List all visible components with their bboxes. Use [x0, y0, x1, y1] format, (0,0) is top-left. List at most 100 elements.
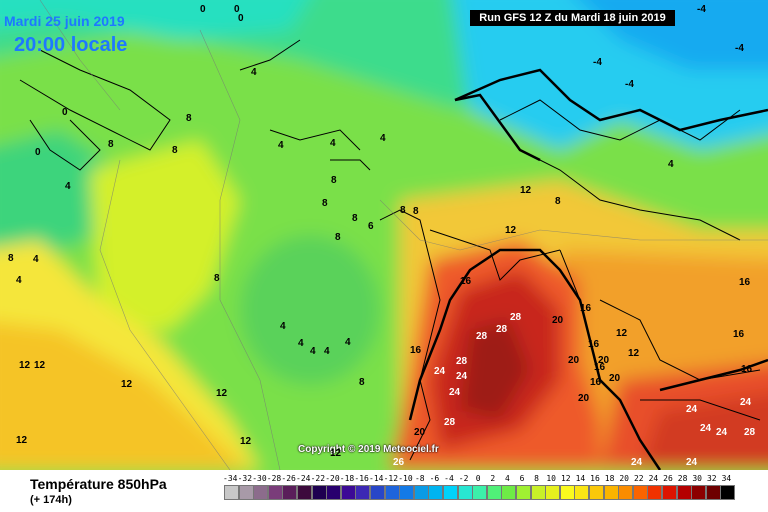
scale-tick-label: -12 — [383, 474, 399, 483]
isotherm-value-label: 16 — [590, 377, 602, 388]
isotherm-value-label: 28 — [744, 427, 756, 438]
scale-tick-label: 10 — [546, 474, 556, 483]
scale-swatch — [340, 485, 356, 500]
copyright-notice: Copyright © 2019 Meteociel.fr — [298, 444, 439, 455]
isotherm-value-label: 8 — [352, 213, 358, 224]
isotherm-value-label: 12 — [19, 360, 31, 371]
scale-tick-label: 2 — [490, 474, 496, 483]
isotherm-value-label: 12 — [121, 379, 133, 390]
scale-swatch — [457, 485, 473, 500]
scale-tick-label: 22 — [633, 474, 644, 483]
isotherm-value-label: 28 — [496, 324, 508, 335]
isotherm-value-label: 8 — [186, 113, 192, 124]
scale-swatch — [253, 485, 269, 500]
scale-tick-label: -22 — [310, 474, 326, 483]
temperature-zones — [0, 0, 768, 470]
isotherm-value-label: 8 — [400, 205, 406, 216]
scale-swatch — [428, 485, 444, 500]
isotherm-value-label: 16 — [741, 364, 753, 375]
thin-isotherms — [39, 0, 768, 470]
isotherm-value-label: 24 — [716, 427, 728, 438]
isotherm-value-label: 4 — [668, 159, 674, 170]
isotherm-value-label: 8 — [172, 145, 178, 156]
model-run-label: Run GFS 12 Z du Mardi 18 juin 2019 — [470, 10, 675, 26]
isotherm-value-label: 24 — [456, 371, 468, 382]
scale-swatch — [720, 485, 736, 500]
isotherm-value-label: 8 — [8, 253, 14, 264]
scale-swatch — [691, 485, 707, 500]
isotherm-value-label: -4 — [593, 57, 602, 68]
scale-tick-label: 6 — [519, 474, 525, 483]
scale-tick-label: -6 — [429, 474, 440, 483]
isotherm-value-label: 28 — [510, 312, 522, 323]
isotherm-value-label: 16 — [733, 329, 745, 340]
isotherm-value-label: 8 — [413, 206, 419, 217]
isotherm-value-label: 4 — [278, 140, 284, 151]
lead-time: (+ 174h) — [30, 494, 72, 506]
isotherm-value-label: 4 — [251, 67, 257, 78]
scale-swatch — [267, 485, 283, 500]
temperature-map: Mardi 25 juin 2019 20:00 locale Run GFS … — [0, 0, 768, 470]
coastlines — [19, 39, 761, 461]
isotherm-value-label: 8 — [108, 139, 114, 150]
scale-tick-label: -4 — [444, 474, 454, 483]
scale-tick-label: 4 — [504, 474, 510, 483]
scale-swatch — [399, 485, 415, 500]
scale-swatch — [501, 485, 517, 500]
isotherm-value-label: 26 — [393, 457, 405, 468]
isotherm-value-label: 12 — [628, 348, 640, 359]
scale-tick-label: 0 — [475, 474, 481, 483]
isotherm-value-label: 16 — [580, 303, 592, 314]
scale-swatch — [384, 485, 400, 500]
scale-swatch — [559, 485, 575, 500]
isotherm-value-label: 4 — [345, 337, 351, 348]
isotherm-value-label: 0 — [238, 13, 244, 24]
isotherm-value-label: 0 — [200, 4, 206, 15]
scale-swatch — [618, 485, 634, 500]
scale-swatch — [311, 485, 327, 500]
scale-tick-label: -32 — [237, 474, 253, 483]
isotherm-value-label: 12 — [34, 360, 46, 371]
scale-swatch — [530, 485, 546, 500]
scale-swatch — [282, 485, 298, 500]
scale-tick-label: -30 — [252, 474, 267, 483]
scale-swatch — [632, 485, 648, 500]
scale-swatch — [224, 485, 239, 500]
scale-swatch — [326, 485, 342, 500]
isotherm-value-label: 0 — [35, 147, 41, 158]
scale-tick-label: 28 — [677, 474, 688, 483]
isotherm-value-label: 0 — [62, 107, 68, 118]
scale-swatch — [443, 485, 458, 500]
isotherm-value-label: 8 — [335, 232, 341, 243]
scale-tick-label: -20 — [325, 474, 340, 483]
scale-swatch — [297, 485, 312, 500]
forecast-time: 20:00 locale — [14, 34, 128, 56]
legend-bar: Température 850hPa (+ 174h) -34 -32 -30 -28… — [0, 470, 768, 512]
scale-swatch — [238, 485, 254, 500]
isotherm-value-label: 20 — [609, 373, 621, 384]
scale-swatch — [516, 485, 531, 500]
isotherm-value-label: 12 — [520, 185, 532, 196]
scale-swatch — [662, 485, 677, 500]
isotherm-value-label: 28 — [456, 356, 468, 367]
scale-tick-label: -14 — [369, 474, 384, 483]
isotherm-value-label: 12 — [616, 328, 628, 339]
temperature-field — [0, 0, 768, 470]
isotherm-value-label: 24 — [700, 423, 712, 434]
isotherm-value-label: 24 — [740, 397, 752, 408]
scale-swatch — [486, 485, 502, 500]
isotherm-value-label: 12 — [216, 388, 228, 399]
scale-tick-label: 8 — [534, 474, 539, 483]
isotherm-value-label: 28 — [444, 417, 456, 428]
isotherm-value-label: 8 — [331, 175, 337, 186]
isotherm-value-label: 8 — [555, 196, 561, 207]
scale-tick-label: 16 — [590, 474, 600, 483]
scale-swatch — [413, 485, 429, 500]
scale-tick-label: 32 — [706, 474, 717, 483]
isotherm-value-label: 16 — [739, 277, 751, 288]
isotherm-value-label: 12 — [505, 225, 517, 236]
scale-swatch — [603, 485, 619, 500]
isotherm-value-label: 12 — [16, 435, 28, 446]
isotherm-value-label: -4 — [625, 79, 634, 90]
